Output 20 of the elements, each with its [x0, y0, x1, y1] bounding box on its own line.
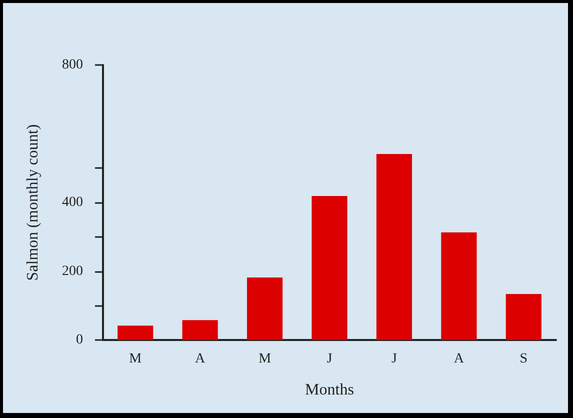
- y-tick-label: 800: [62, 58, 83, 72]
- x-tick-label: A: [195, 352, 206, 366]
- x-tick-label: M: [258, 352, 272, 366]
- x-tick-label: S: [520, 352, 528, 366]
- x-tick-label: M: [129, 352, 142, 366]
- x-tick-label: J: [326, 352, 333, 366]
- y-tick-label: 200: [62, 264, 83, 279]
- bar: [182, 320, 218, 340]
- y-axis-title: Salmon (monthly count): [24, 124, 42, 281]
- x-axis-title: Months: [305, 382, 354, 398]
- x-tick-label: J: [391, 352, 398, 366]
- bar: [312, 196, 348, 340]
- bar: [506, 294, 542, 340]
- y-tick-label: 400: [62, 195, 83, 210]
- y-tick-label: 0: [76, 332, 83, 348]
- bar: [246, 277, 283, 340]
- bar: [441, 232, 477, 340]
- x-tick-label: A: [454, 352, 465, 366]
- bar: [118, 326, 154, 340]
- bar: [376, 154, 412, 340]
